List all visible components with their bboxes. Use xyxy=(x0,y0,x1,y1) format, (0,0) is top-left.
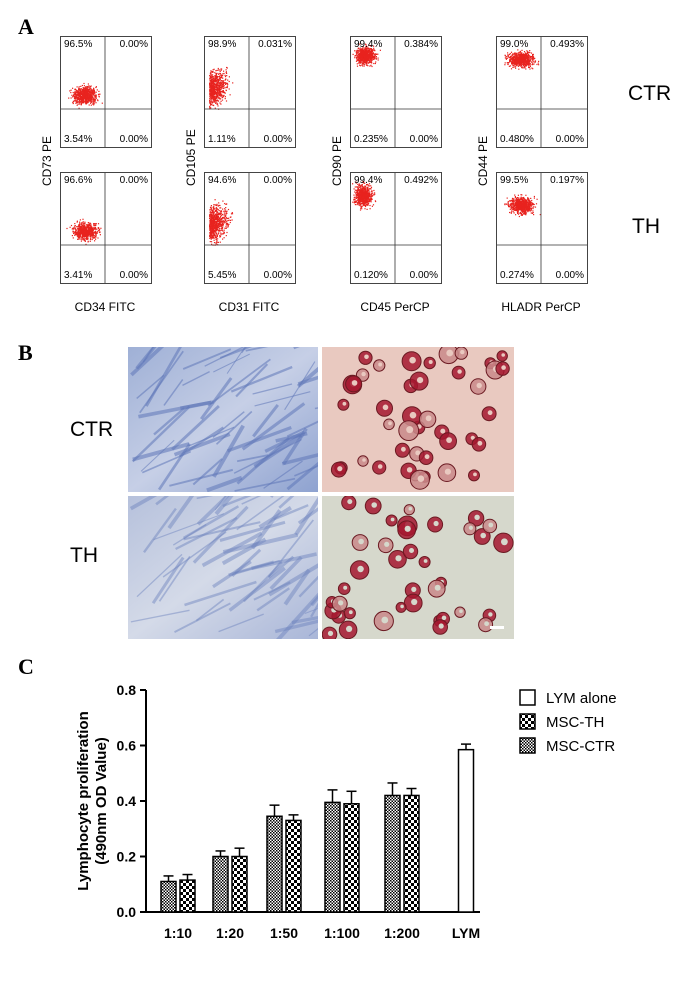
flow-row-label-ctr: CTR xyxy=(628,82,672,105)
bar xyxy=(457,748,475,913)
quadrant-value-lr: 0.00% xyxy=(555,270,584,281)
quadrant-value-ul: 96.6% xyxy=(64,175,93,186)
quadrant-value-ur: 0.00% xyxy=(263,175,292,186)
flow-plot: 94.6% 0.00% 5.45% 0.00% xyxy=(204,172,296,284)
scatter-events xyxy=(504,194,541,218)
micrograph-ctr-oil-red xyxy=(322,347,514,492)
legend-label: MSC-TH xyxy=(546,714,604,731)
quadrant-value-ll: 1.11% xyxy=(208,134,236,145)
x-tick-label: 1:200 xyxy=(384,925,420,941)
quadrant-value-lr: 0.00% xyxy=(119,270,148,281)
scatter-events xyxy=(352,181,377,211)
quadrant-value-ul: 96.5% xyxy=(64,39,93,50)
scatter-events xyxy=(209,66,234,110)
quadrant-value-ll: 3.54% xyxy=(64,134,93,145)
bar xyxy=(343,803,360,913)
flow-plot: 96.5% 0.00% 3.54% 0.00% xyxy=(60,36,152,148)
micrograph-row-label-th: TH xyxy=(70,544,98,567)
bar xyxy=(212,855,229,913)
quadrant-value-ll: 3.41% xyxy=(64,270,93,281)
x-tick-label: 1:100 xyxy=(324,925,360,941)
quadrant-value-ll: 0.274% xyxy=(500,270,534,281)
flow-plot: 99.4% 0.384% 0.235% 0.00% xyxy=(350,36,442,148)
flow-xlabel: CD45 PerCP xyxy=(360,300,430,314)
quadrant-value-lr: 0.00% xyxy=(555,134,584,145)
bar xyxy=(324,801,341,913)
scatter-events xyxy=(66,218,102,245)
y-axis-label: (490nm OD Value) xyxy=(93,737,110,865)
bar xyxy=(266,815,283,913)
flow-xlabel: CD31 FITC xyxy=(218,300,280,314)
legend-swatch xyxy=(519,737,536,754)
scatter-events xyxy=(352,43,381,68)
bar xyxy=(285,819,302,913)
flow-ylabel: CD44 PE xyxy=(476,135,490,186)
quadrant-value-ul: 98.9% xyxy=(208,39,237,50)
quadrant-value-ul: 99.4% xyxy=(354,175,383,186)
micrograph-th-toluidine xyxy=(128,496,318,639)
flow-row-label-th: TH xyxy=(632,215,660,238)
quadrant-value-ur: 0.492% xyxy=(404,175,438,186)
quadrant-value-ur: 0.031% xyxy=(258,39,292,50)
flow-plot: 99.5% 0.197% 0.274% 0.00% xyxy=(496,172,588,284)
quadrant-value-lr: 0.00% xyxy=(409,134,438,145)
quadrant-value-ll: 0.120% xyxy=(354,270,388,281)
quadrant-value-ur: 0.00% xyxy=(119,175,148,186)
flow-ylabel: CD90 PE xyxy=(330,135,344,186)
scatter-events xyxy=(504,49,540,70)
quadrant-value-ur: 0.00% xyxy=(119,39,148,50)
flow-ylabel: CD105 PE xyxy=(184,129,198,186)
quadrant-value-ll: 0.480% xyxy=(500,134,534,145)
x-tick-label: 1:10 xyxy=(164,925,192,941)
y-tick-label: 0.4 xyxy=(117,793,137,809)
panel-c-label: C xyxy=(18,654,34,679)
bar xyxy=(231,855,248,913)
y-tick-label: 0.8 xyxy=(117,682,137,698)
y-axis-label: Lymphocyte proliferation xyxy=(75,711,92,890)
flow-ylabel: CD73 PE xyxy=(40,135,54,186)
quadrant-value-lr: 0.00% xyxy=(409,270,438,281)
quadrant-value-ul: 94.6% xyxy=(208,175,237,186)
x-tick-label: 1:50 xyxy=(270,925,298,941)
quadrant-value-ul: 99.5% xyxy=(500,175,529,186)
bar xyxy=(179,879,196,913)
scale-bar xyxy=(490,626,504,629)
micrograph-row-label-ctr: CTR xyxy=(70,418,114,441)
bar-chart: 0.0 0.2 0.4 0.6 0.8 Lymphocyte proliferation(… xyxy=(60,670,680,980)
bar xyxy=(160,880,177,913)
quadrant-value-lr: 0.00% xyxy=(263,134,292,145)
y-tick-label: 0.6 xyxy=(117,738,137,754)
legend-label: MSC-CTR xyxy=(546,738,615,755)
quadrant-value-lr: 0.00% xyxy=(119,134,148,145)
quadrant-value-ll: 0.235% xyxy=(354,134,388,145)
legend-label: LYM alone xyxy=(546,690,617,707)
flow-plot: 99.0% 0.493% 0.480% 0.00% xyxy=(496,36,588,148)
legend-swatch xyxy=(519,689,536,706)
panel-b-label: B xyxy=(18,340,33,365)
micrograph-ctr-toluidine xyxy=(128,347,318,492)
y-tick-label: 0.0 xyxy=(117,904,137,920)
y-tick-label: 0.2 xyxy=(117,849,137,865)
quadrant-value-ur: 0.197% xyxy=(550,175,584,186)
flow-plot: 96.6% 0.00% 3.41% 0.00% xyxy=(60,172,152,284)
micrograph-th-oil-red xyxy=(322,496,514,639)
scatter-events xyxy=(68,82,103,109)
quadrant-value-ll: 5.45% xyxy=(208,270,237,281)
x-tick-label: 1:20 xyxy=(216,925,244,941)
flow-plot: 98.9% 0.031% 1.11% 0.00% xyxy=(204,36,296,148)
legend-swatch xyxy=(519,713,536,730)
flow-xlabel: HLADR PerCP xyxy=(501,300,581,314)
panel-a-label: A xyxy=(18,14,34,39)
flow-xlabel: CD34 FITC xyxy=(74,300,136,314)
flow-plot: 99.4% 0.492% 0.120% 0.00% xyxy=(350,172,442,284)
bar xyxy=(403,794,420,913)
scatter-events xyxy=(209,199,234,246)
bar xyxy=(384,794,401,913)
quadrant-value-ul: 99.0% xyxy=(500,39,529,50)
x-tick-label: LYM xyxy=(452,925,480,941)
quadrant-value-ur: 0.384% xyxy=(404,39,438,50)
quadrant-value-ur: 0.493% xyxy=(550,39,584,50)
quadrant-value-ul: 99.4% xyxy=(354,39,383,50)
quadrant-value-lr: 0.00% xyxy=(263,270,292,281)
